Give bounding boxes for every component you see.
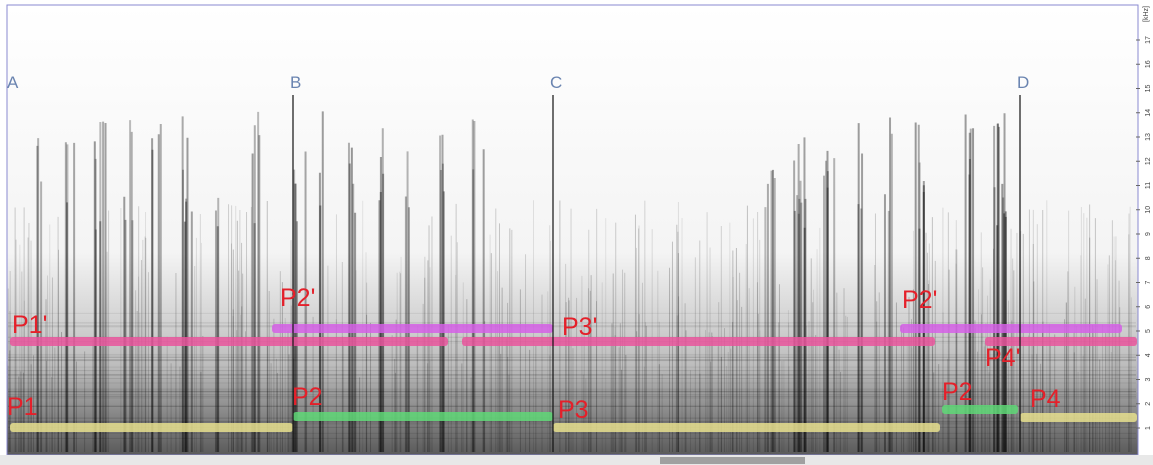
annotation-bar xyxy=(10,423,293,432)
frequency-tick-label: 5 xyxy=(1145,329,1152,333)
frequency-tick-label: 2 xyxy=(1145,402,1152,406)
annotation-label: P4 xyxy=(1030,385,1061,413)
spectrogram-view: ABCDP1'P2'P3'P2'P4'P1P2P3P2P412345678910… xyxy=(0,0,1153,465)
frequency-tick-label: 4 xyxy=(1145,353,1152,357)
frequency-tick-label: 14 xyxy=(1145,109,1152,117)
frequency-tick-label: 9 xyxy=(1145,232,1152,236)
annotation-bar xyxy=(900,324,1122,333)
frequency-tick-label: 17 xyxy=(1145,36,1152,44)
frequency-tick-label: 13 xyxy=(1145,133,1152,141)
marker-label: C xyxy=(550,73,562,92)
annotation-label: P2 xyxy=(292,383,323,411)
annotation-label: P4' xyxy=(985,344,1020,372)
annotation-label: P3' xyxy=(562,313,597,341)
annotation-bar xyxy=(462,337,935,346)
frequency-tick-label: 1 xyxy=(1145,426,1152,430)
annotation-bar xyxy=(272,324,553,333)
frequency-tick-label: 10 xyxy=(1145,206,1152,214)
frequency-tick-label: 3 xyxy=(1145,377,1152,381)
scrollbar[interactable] xyxy=(0,455,1153,465)
frequency-tick-label: 11 xyxy=(1145,182,1152,189)
annotation-label: P2' xyxy=(902,286,937,314)
scrollbar-thumb[interactable] xyxy=(660,457,805,464)
frequency-unit: [kHz] xyxy=(1143,6,1150,22)
marker-label: A xyxy=(7,73,19,92)
annotation-label: P2 xyxy=(942,378,973,406)
annotation-bar xyxy=(1020,413,1137,422)
marker-label: B xyxy=(290,73,301,92)
annotation-bar xyxy=(942,405,1018,414)
annotation-label: P1 xyxy=(7,393,38,421)
frequency-tick-label: 7 xyxy=(1145,280,1152,284)
frequency-tick-label: 6 xyxy=(1145,305,1152,309)
marker-label: D xyxy=(1017,73,1029,92)
annotation-label: P1' xyxy=(12,311,47,339)
annotation-bar xyxy=(553,423,940,432)
annotation-bar xyxy=(293,412,553,421)
frequency-tick-label: 12 xyxy=(1145,157,1152,165)
annotation-bar xyxy=(10,337,448,346)
frequency-tick-label: 15 xyxy=(1145,85,1152,93)
annotation-label: P3 xyxy=(558,396,589,424)
annotation-label: P2' xyxy=(280,284,315,312)
frequency-tick-label: 16 xyxy=(1145,60,1152,68)
frequency-tick-label: 8 xyxy=(1145,256,1152,260)
